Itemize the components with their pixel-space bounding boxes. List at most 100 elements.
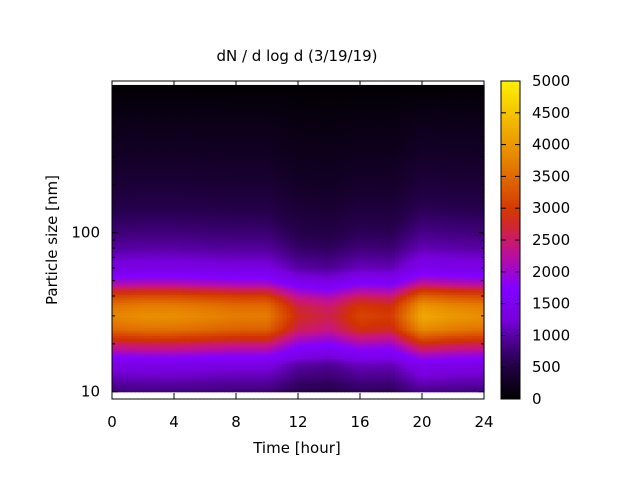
heatmap-cell — [119, 125, 125, 130]
heatmap-cell — [112, 156, 117, 160]
heatmap-cell — [119, 307, 125, 311]
heatmap-cell — [224, 182, 229, 186]
heatmap-cell — [239, 97, 245, 101]
heatmap-cell — [119, 343, 125, 347]
heatmap-cell — [212, 123, 218, 127]
heatmap-cell — [181, 133, 187, 137]
heatmap-cell — [224, 202, 229, 206]
heatmap-cell — [123, 371, 129, 375]
heatmap-cell — [177, 159, 183, 163]
heatmap-cell — [139, 378, 144, 383]
heatmap-cell — [146, 263, 152, 268]
heatmap-cell — [193, 113, 198, 117]
heatmap-cell — [115, 138, 121, 142]
heatmap-cell — [154, 327, 160, 331]
heatmap-cell — [131, 146, 136, 150]
heatmap-cell — [131, 297, 136, 301]
heatmap-cell — [236, 212, 241, 216]
heatmap-cell — [150, 368, 156, 372]
heatmap-cell — [123, 243, 129, 247]
heatmap-cell — [232, 105, 237, 109]
heatmap-cell — [232, 312, 237, 316]
heatmap-cell — [150, 228, 156, 232]
heatmap-cell — [158, 284, 163, 288]
heatmap-cell — [224, 164, 229, 168]
heatmap-cell — [162, 335, 167, 339]
heatmap-cell — [146, 240, 152, 245]
heatmap-cell — [216, 266, 222, 270]
heatmap-cell — [208, 304, 214, 308]
heatmap-cell — [131, 138, 136, 142]
heatmap-cell — [162, 238, 167, 242]
heatmap-cell — [216, 355, 222, 360]
heatmap-cell — [239, 363, 245, 367]
heatmap-cell — [232, 230, 237, 234]
heatmap-cell — [208, 138, 214, 142]
heatmap-cell — [181, 258, 187, 262]
heatmap-cell — [228, 120, 233, 124]
heatmap-cell — [158, 368, 163, 372]
heatmap-cell — [143, 87, 148, 91]
heatmap-cell — [146, 322, 152, 326]
heatmap-cell — [197, 136, 202, 140]
heatmap-cell — [208, 205, 214, 209]
heatmap-cell — [205, 202, 210, 206]
heatmap-cell — [239, 189, 245, 193]
heatmap-cell — [216, 384, 222, 388]
heatmap-cell — [154, 271, 160, 275]
heatmap-cell — [119, 102, 125, 106]
heatmap-cell — [127, 281, 132, 285]
heatmap-cell — [139, 138, 144, 142]
heatmap-cell — [201, 169, 206, 173]
heatmap-cell — [216, 179, 222, 183]
heatmap-cell — [224, 263, 229, 268]
heatmap-cell — [201, 118, 206, 122]
heatmap-cell — [201, 381, 206, 385]
heatmap-cell — [112, 299, 117, 303]
heatmap-cell — [150, 284, 156, 288]
heatmap-cell — [143, 143, 148, 147]
heatmap-cell — [162, 143, 167, 147]
heatmap-cell — [197, 343, 202, 347]
heatmap-cell — [220, 284, 225, 288]
heatmap-cell — [112, 113, 117, 117]
heatmap-cell — [228, 182, 233, 186]
heatmap-cell — [174, 171, 179, 176]
heatmap-cell — [143, 243, 148, 247]
heatmap-cell — [185, 174, 191, 178]
heatmap-cell — [127, 266, 132, 270]
heatmap-cell — [228, 215, 233, 219]
heatmap-cell — [228, 202, 233, 206]
heatmap-cell — [239, 159, 245, 163]
heatmap-cell — [189, 235, 194, 239]
heatmap-cell — [166, 159, 171, 163]
heatmap-cell — [112, 315, 117, 319]
heatmap-cell — [162, 253, 167, 257]
heatmap-cell — [243, 84, 249, 89]
heatmap-cell — [127, 251, 132, 255]
heatmap-cell — [220, 228, 225, 232]
heatmap-cell — [236, 304, 241, 308]
heatmap-cell — [239, 238, 245, 242]
heatmap-cell — [189, 212, 194, 216]
heatmap-cell — [239, 182, 245, 186]
heatmap-cell — [189, 355, 194, 360]
heatmap-cell — [127, 371, 132, 375]
heatmap-cell — [236, 107, 241, 112]
heatmap-cell — [166, 281, 171, 285]
heatmap-cell — [146, 153, 152, 158]
heatmap-cell — [212, 363, 218, 367]
heatmap-cell — [154, 171, 160, 176]
heatmap-cell — [115, 353, 121, 357]
heatmap-cell — [139, 105, 144, 109]
heatmap-cell — [150, 256, 156, 260]
heatmap-cell — [216, 381, 222, 385]
heatmap-cell — [197, 120, 202, 124]
heatmap-cell — [220, 223, 225, 227]
heatmap-cell — [239, 141, 245, 145]
heatmap-cell — [158, 248, 163, 252]
heatmap-cell — [170, 97, 175, 101]
heatmap-cell — [115, 133, 121, 137]
heatmap-cell — [170, 320, 175, 324]
heatmap-cell — [154, 243, 160, 247]
